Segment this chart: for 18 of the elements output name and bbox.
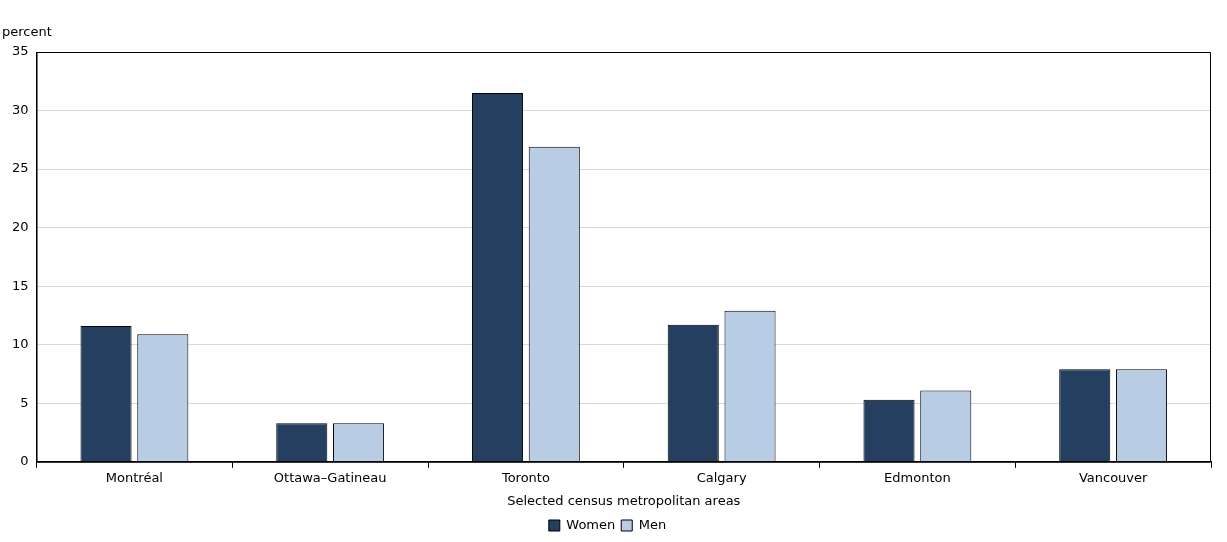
y-axis-title: percent: [2, 24, 52, 39]
legend-label: Women: [566, 516, 616, 532]
x-tick-label: Vancouver: [1078, 469, 1149, 485]
y-tick-label: 5: [20, 394, 29, 410]
y-tick-label: 0: [20, 453, 29, 469]
x-tick-label: Montréal: [105, 469, 163, 485]
x-tick-label: Toronto: [500, 469, 550, 485]
x-tick-label: Edmonton: [884, 469, 951, 485]
x-axis-title: Selected census metropolitan areas: [507, 492, 741, 508]
legend-label: Men: [638, 516, 667, 532]
y-tick-label: 35: [12, 43, 29, 59]
x-tick-label: Ottawa–Gatineau: [273, 469, 387, 485]
y-tick-label: 25: [12, 160, 29, 176]
y-tick-label: 30: [12, 101, 29, 117]
y-tick-label: 15: [12, 277, 29, 293]
y-tick-label: 20: [12, 219, 29, 234]
y-tick-label: 10: [12, 336, 29, 352]
x-tick-label: Calgary: [696, 469, 747, 485]
